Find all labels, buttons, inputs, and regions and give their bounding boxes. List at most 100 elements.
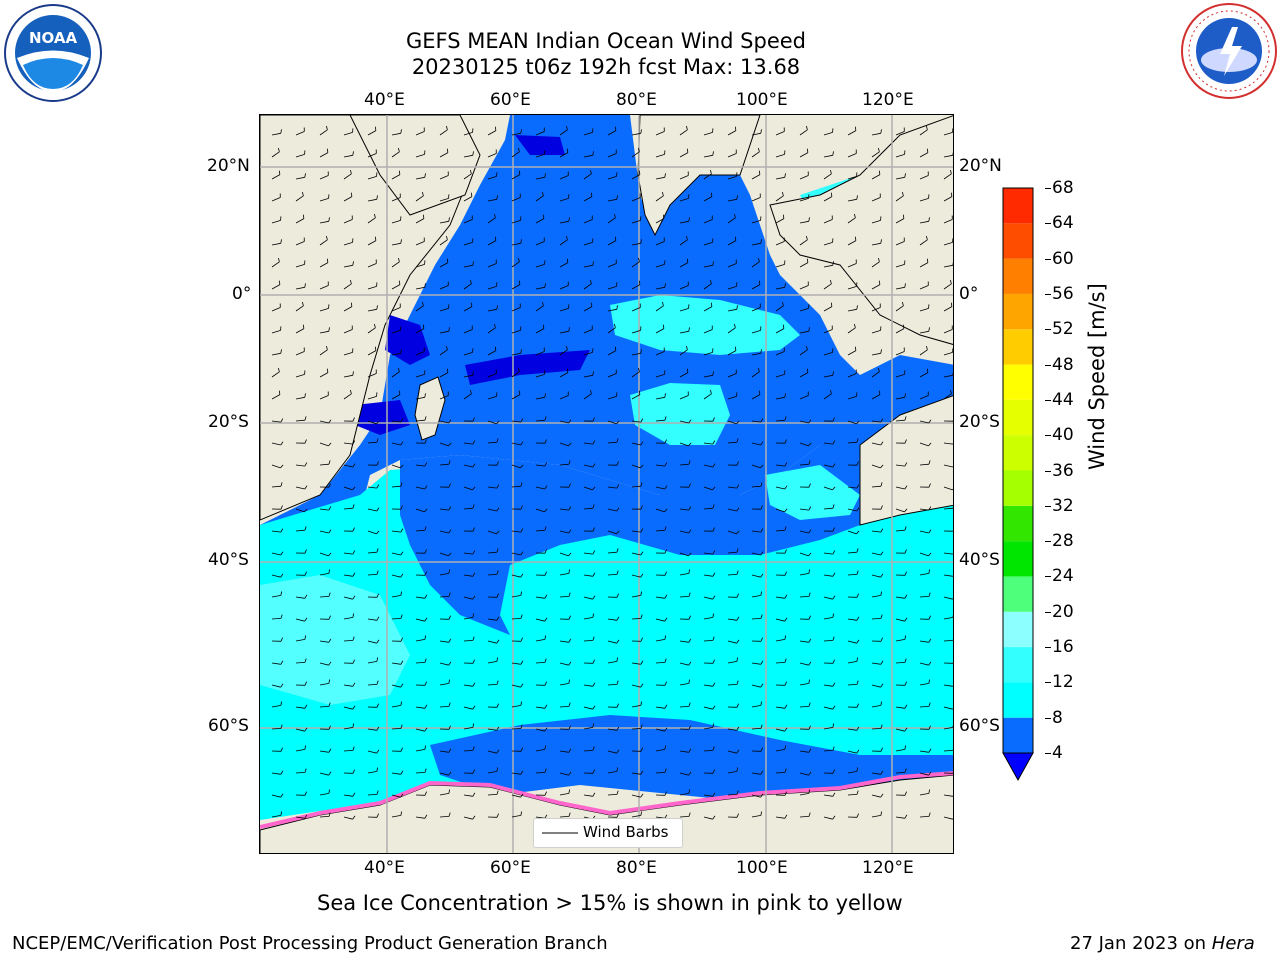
wind-barb-flag: [304, 617, 308, 622]
wind-barb-flag: [376, 548, 379, 553]
wind-barb: [847, 198, 857, 202]
wind-barb: [319, 152, 329, 158]
wind-barb: [655, 486, 665, 490]
legend-barb-icon: [542, 832, 578, 834]
wind-barb-flag: [448, 679, 450, 684]
wind-barb-flag: [544, 439, 547, 444]
wind-barb: [871, 394, 881, 400]
wind-barb: [415, 728, 425, 732]
wind-barb: [919, 463, 930, 466]
wind-barb: [439, 420, 449, 424]
wind-barb-flag: [806, 345, 808, 350]
wind-barb: [919, 816, 930, 818]
wind-barb: [439, 793, 449, 796]
wind-barb: [847, 217, 856, 224]
wind-barb-flag: [782, 324, 785, 329]
wind-barb: [463, 132, 473, 136]
wind-barb: [751, 151, 760, 158]
wind-barb: [823, 393, 832, 400]
wind-barb: [751, 261, 760, 268]
wind-barb-flag: [424, 526, 427, 531]
wind-barb: [895, 305, 904, 312]
wind-barb-flag: [880, 551, 884, 556]
wind-barb: [727, 794, 738, 796]
wind-barb-flag: [640, 464, 644, 469]
australia: [859, 395, 953, 526]
colorbar-ticks: 4 8 12 16 20 24 28 32 36 40 44 48 52 56 60 64 68: [1040, 178, 1100, 770]
wind-barb: [847, 153, 857, 158]
wind-barb: [871, 705, 881, 708]
wind-barb: [343, 507, 354, 510]
wind-barb-flag: [472, 723, 474, 728]
wind-barb-flag: [280, 239, 282, 244]
wind-barb-flag: [856, 507, 860, 512]
wind-barb: [487, 176, 497, 180]
wind-barb-flag: [472, 815, 476, 820]
wind-barb-flag: [832, 550, 836, 555]
wind-barb: [487, 130, 497, 136]
wind-barb: [679, 573, 689, 576]
wind-barb-flag: [904, 485, 908, 490]
wind-barb: [367, 486, 377, 489]
wind-barb: [583, 640, 594, 642]
wind-barb-flag: [472, 151, 474, 156]
wind-barb: [631, 420, 641, 423]
wind-barb: [679, 463, 690, 466]
madagascar: [414, 376, 446, 441]
wind-barb: [727, 640, 737, 644]
wind-barb: [391, 815, 401, 818]
wind-barb-flag: [832, 815, 836, 820]
wind-barb-flag: [446, 235, 448, 240]
wind-barb: [487, 574, 498, 576]
wind-barb: [751, 242, 761, 246]
wind-barb-flag: [784, 485, 788, 490]
wind-barb: [631, 197, 641, 202]
wind-barb: [463, 486, 473, 491]
wind-barb-flag: [472, 440, 476, 445]
wind-barb-flag: [638, 170, 641, 175]
map-svg: [260, 115, 953, 853]
wind-barb: [847, 263, 857, 268]
wind-barb-flag: [832, 572, 836, 577]
wind-barb-flag: [280, 770, 284, 775]
wind-barb: [823, 684, 833, 687]
wind-barb-flag: [592, 440, 596, 445]
wind-barb-flag: [808, 661, 812, 666]
wind-barb: [511, 394, 521, 400]
wind-barb: [847, 327, 856, 334]
wind-barb-flag: [880, 614, 883, 619]
wind-barb: [391, 330, 401, 334]
wind-barb-flag: [448, 812, 451, 817]
wind-barb: [943, 219, 953, 224]
wind-barb-flag: [398, 280, 401, 285]
wind-barb-flag: [808, 638, 812, 643]
wind-barb: [295, 639, 305, 642]
wind-barb: [391, 307, 401, 312]
wind-barb: [415, 816, 425, 819]
wind-barb: [823, 173, 832, 180]
wind-barb-flag: [808, 419, 812, 424]
wind-barb: [295, 464, 305, 467]
wind-barb: [367, 396, 377, 400]
wind-barb-flag: [854, 213, 856, 218]
wind-barb-flag: [880, 683, 884, 688]
wind-barb-flag: [904, 681, 907, 686]
wind-barb-flag: [400, 793, 404, 798]
wind-barb: [583, 750, 594, 752]
wind-barb-flag: [712, 682, 716, 687]
wind-barb-flag: [808, 679, 810, 684]
wind-barb: [679, 220, 689, 224]
wind-barb-flag: [760, 441, 764, 446]
wind-barb: [319, 706, 330, 708]
wind-barb-flag: [376, 195, 378, 200]
wind-barb: [343, 617, 353, 620]
wind-barb-flag: [640, 482, 643, 487]
wind-barb: [535, 464, 545, 467]
wind-barb: [583, 574, 593, 577]
wind-barb: [487, 530, 497, 535]
wind-barb: [919, 552, 929, 557]
wind-barb-flag: [304, 508, 308, 513]
wind-barb: [943, 507, 953, 510]
wind-barb: [751, 307, 761, 312]
wind-barb-flag: [472, 746, 475, 751]
